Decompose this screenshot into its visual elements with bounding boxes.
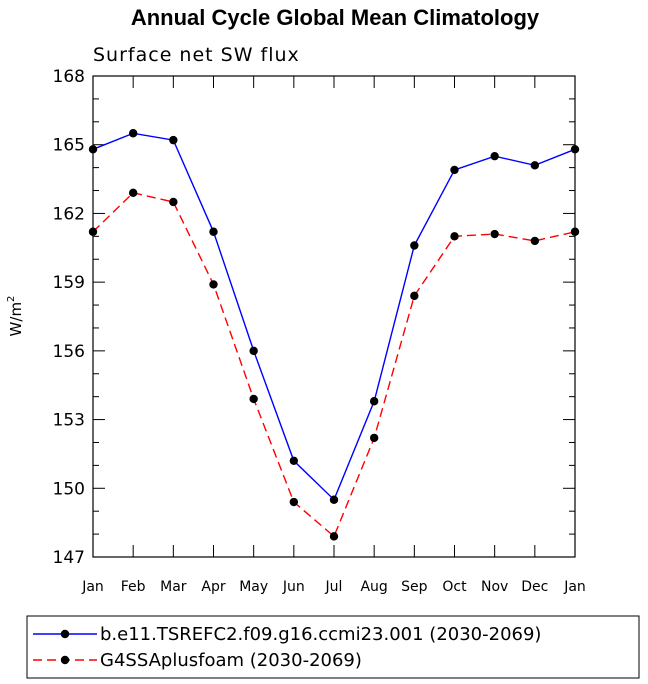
series-2-point	[289, 497, 299, 507]
x-tick-label: Jun	[282, 579, 305, 595]
y-axis-label: W/m2	[6, 296, 25, 337]
y-axis-label-unit: W/m	[7, 302, 25, 337]
series-2-point	[450, 232, 459, 241]
legend-label-1: b.e11.TSREFC2.f09.g16.ccmi23.001 (2030-2…	[100, 624, 541, 645]
series-2-point	[490, 229, 499, 239]
legend-label-2: G4SSAplusfoam (2030-2069)	[100, 650, 362, 671]
x-tick-label: Apr	[201, 579, 225, 595]
legend-box	[26, 615, 640, 679]
y-tick-label: 162	[53, 204, 85, 224]
series-1-point	[530, 161, 540, 170]
series-2-point	[209, 280, 218, 289]
y-tick-label: 156	[53, 342, 85, 362]
y-tick-label: 165	[53, 136, 85, 156]
series-2-point	[88, 227, 98, 236]
series-2-point	[369, 433, 379, 443]
y-tick-label: 147	[53, 548, 85, 568]
x-tick-label: Oct	[442, 579, 467, 595]
legend: b.e11.TSREFC2.f09.g16.ccmi23.001 (2030-2…	[33, 624, 541, 671]
y-axis-label-superscript: 2	[6, 296, 17, 302]
series-1-point	[249, 346, 258, 356]
series-1-point	[128, 129, 138, 138]
series-1-point	[209, 227, 218, 236]
series-1-point	[450, 165, 459, 175]
x-axis: Jan Feb Mar Apr May Jun Jul Aug Sep Oct Nov Dec Jan	[81, 76, 586, 595]
series-line-2	[92, 192, 576, 538]
legend-marker-1	[60, 629, 70, 639]
series-2-point	[530, 236, 540, 246]
series-2-point	[570, 227, 580, 236]
x-tick-label: Nov	[481, 579, 508, 595]
plot-frame	[92, 75, 576, 558]
series-1-point	[329, 495, 339, 504]
x-tick-label: Sep	[401, 579, 428, 595]
y-tick-label: 150	[53, 479, 85, 499]
series-2-point	[329, 532, 339, 541]
x-tick-label: Dec	[521, 579, 548, 595]
y-axis: 147 150 153 156 159 162 165 168	[53, 67, 575, 568]
series-2-point	[128, 188, 138, 198]
x-tick-label: Jan	[563, 579, 586, 595]
series-1-point	[369, 397, 379, 406]
x-tick-label: Feb	[121, 579, 146, 595]
series-1-point	[169, 135, 178, 145]
series-1-point	[490, 151, 499, 161]
series-1-point	[88, 145, 98, 154]
x-tick-label: May	[239, 579, 268, 595]
x-tick-label: Jan	[81, 579, 104, 595]
x-tick-label: Aug	[360, 579, 387, 595]
legend-marker-2	[60, 655, 70, 665]
series-layer	[88, 129, 580, 541]
series-1-point	[289, 456, 299, 465]
series-2-point	[169, 197, 178, 207]
y-tick-label: 153	[53, 411, 85, 431]
y-tick-label: 168	[53, 67, 85, 87]
y-tick-label: 159	[53, 273, 85, 293]
x-tick-label: Jul	[325, 579, 343, 595]
series-1-point	[410, 241, 419, 250]
series-1-point	[570, 145, 580, 154]
series-line-1	[92, 132, 576, 501]
x-tick-label: Mar	[160, 579, 187, 595]
chart-subtitle: Surface net SW flux	[93, 44, 300, 66]
series-2-point	[410, 291, 419, 301]
chart-title: Annual Cycle Global Mean Climatology	[131, 5, 540, 30]
series-2-point	[249, 394, 258, 404]
